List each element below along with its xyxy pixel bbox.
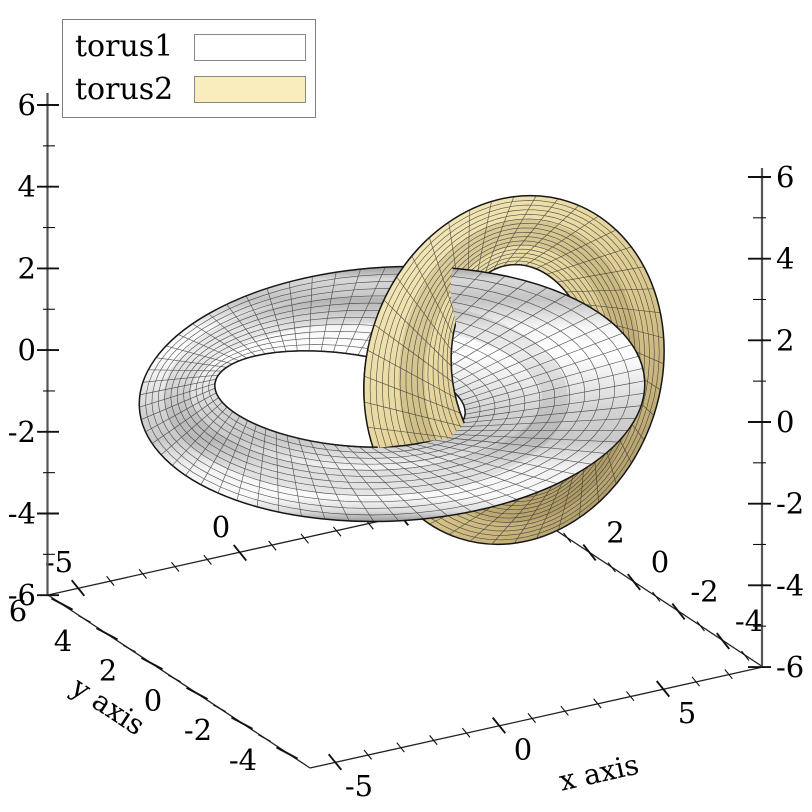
x-back-minor-tick bbox=[300, 533, 310, 544]
x-front-major-tick bbox=[655, 680, 671, 698]
x-front-minor-tick bbox=[429, 735, 438, 746]
torus2-surface-front bbox=[363, 225, 472, 448]
x-front-minor-tick bbox=[461, 727, 471, 738]
x-back-minor-tick bbox=[106, 575, 115, 586]
x-back-tick-label: 0 bbox=[212, 510, 230, 544]
right-z-tick-label: -6 bbox=[776, 650, 804, 684]
x-back-tick-label: -5 bbox=[45, 545, 73, 579]
torus1-surface-mesh bbox=[139, 266, 645, 522]
left-z-tick-label: -4 bbox=[8, 497, 36, 531]
x-front-minor-tick bbox=[625, 691, 635, 702]
x-front-minor-tick bbox=[593, 698, 602, 709]
x-back-minor-tick bbox=[203, 554, 212, 565]
x-front-minor-tick bbox=[691, 676, 701, 687]
left-z-tick-label: -6 bbox=[8, 578, 36, 612]
x-back-major-tick bbox=[70, 579, 86, 597]
y-right-tick-label: -4 bbox=[735, 604, 763, 638]
y-left-major-tick bbox=[140, 657, 164, 671]
y-right-major-tick bbox=[671, 603, 686, 620]
legend: torus1 torus2 bbox=[62, 19, 316, 118]
x-front-minor-tick bbox=[724, 669, 733, 680]
torus2-surface-front-mesh bbox=[364, 225, 472, 448]
y-right-tick-label: -2 bbox=[690, 575, 718, 609]
y-left-minor-tick bbox=[123, 644, 136, 653]
legend-item-label: torus2 bbox=[75, 71, 174, 107]
x-axis-label: x axis bbox=[556, 748, 642, 798]
torus1-surface bbox=[138, 265, 646, 523]
x-front-minor-tick bbox=[363, 749, 373, 760]
right-z-tick-label: -4 bbox=[776, 568, 804, 602]
y-left-major-tick bbox=[275, 746, 299, 760]
y-left-tick-label: 0 bbox=[144, 683, 162, 717]
left-z-tick-label: 0 bbox=[18, 333, 36, 367]
right-z-tick-label: 2 bbox=[776, 323, 794, 357]
legend-item-torus2: torus2 bbox=[63, 71, 315, 107]
x-front-major-tick bbox=[327, 753, 343, 771]
x-back-minor-tick bbox=[170, 561, 180, 572]
y-right-minor-tick bbox=[741, 650, 750, 661]
y-right-major-tick bbox=[627, 573, 641, 591]
y-right-tick-label: 0 bbox=[651, 545, 669, 579]
floor-edge-x-front bbox=[309, 666, 764, 769]
y-left-major-tick bbox=[185, 686, 209, 700]
y-right-minor-tick bbox=[607, 562, 616, 573]
y-right-minor-tick bbox=[563, 532, 572, 543]
y-right-minor-tick bbox=[652, 591, 661, 602]
left-z-tick-label: 2 bbox=[18, 251, 36, 285]
y-left-major-tick bbox=[230, 716, 254, 730]
y-right-tick-label: 2 bbox=[606, 516, 624, 550]
x-back-minor-tick bbox=[332, 526, 342, 537]
y-left-tick-label: -4 bbox=[229, 743, 257, 777]
x-front-minor-tick bbox=[527, 713, 537, 724]
right-z-axis: 6 4 2 0 -2 -4 -6 bbox=[748, 160, 804, 684]
y-right-major-tick bbox=[716, 632, 730, 650]
y-right-minor-tick bbox=[696, 621, 705, 632]
left-z-tick-label: 4 bbox=[18, 170, 36, 204]
y-left-tick-label: 6 bbox=[9, 594, 27, 628]
right-z-tick-label: -2 bbox=[776, 487, 804, 521]
x-back-minor-tick bbox=[268, 540, 277, 551]
left-z-tick-label: -2 bbox=[8, 415, 36, 449]
torus2-front-limb bbox=[363, 225, 472, 448]
y-left-minor-tick bbox=[78, 615, 91, 623]
y-left-minor-tick bbox=[213, 704, 226, 713]
y-left-minor-tick bbox=[258, 734, 271, 742]
y-left-tick-label: -2 bbox=[184, 713, 212, 747]
y-left-minor-tick bbox=[168, 674, 181, 683]
x-front-tick-label: -5 bbox=[345, 769, 373, 803]
x-front-tick-label: 0 bbox=[514, 732, 532, 766]
left-z-tick-label: 6 bbox=[18, 88, 36, 122]
y-left-tick-label: 2 bbox=[99, 654, 117, 688]
legend-swatch-torus2 bbox=[194, 76, 306, 104]
left-z-axis: 6 4 2 0 -2 -4 -6 bbox=[8, 88, 59, 612]
x-front-major-tick bbox=[491, 717, 507, 734]
y-left-tick-label: 4 bbox=[54, 624, 72, 658]
legend-item-label: torus1 bbox=[75, 29, 174, 65]
y-left-major-tick bbox=[95, 627, 119, 641]
legend-item-torus1: torus1 bbox=[63, 32, 315, 62]
legend-swatch-torus1 bbox=[194, 33, 306, 61]
right-z-tick-label: 6 bbox=[776, 160, 794, 194]
x-back-major-tick bbox=[232, 544, 248, 562]
x-front-tick-label: 5 bbox=[678, 696, 696, 730]
right-z-tick-label: 0 bbox=[776, 405, 794, 439]
y-left-major-tick bbox=[50, 597, 74, 611]
y-right-major-tick bbox=[582, 544, 597, 561]
right-z-tick-label: 4 bbox=[776, 242, 794, 276]
x-front-minor-tick bbox=[560, 705, 569, 716]
x-back-minor-tick bbox=[138, 568, 148, 579]
x-front-minor-tick bbox=[396, 742, 405, 753]
